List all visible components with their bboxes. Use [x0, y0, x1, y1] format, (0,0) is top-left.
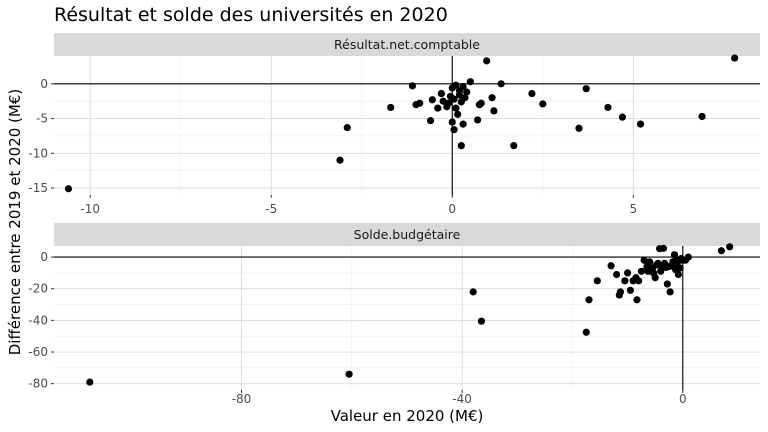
y-tick-label: 0 [40, 77, 48, 91]
data-point [636, 120, 645, 128]
data-point [618, 113, 627, 121]
x-tick-label: -40 [452, 392, 472, 406]
y-axis-title: Différence entre 2019 et 2020 (M€) [6, 89, 24, 356]
x-tick-label: 0 [448, 202, 456, 216]
facet-strip [54, 33, 760, 56]
data-point [343, 123, 351, 132]
data-point [731, 54, 739, 62]
data-point [466, 78, 474, 86]
x-tick-label: -80 [232, 392, 252, 406]
data-point [452, 104, 460, 112]
data-point [463, 88, 471, 96]
chart-panels: Résultat.net.comptable-10 -5 0 5-15-10-50So… [28, 33, 760, 406]
data-point [528, 89, 536, 98]
y-tick-label: -15 [28, 181, 48, 195]
data-point [624, 269, 632, 277]
x-tick-label: -5 [265, 202, 277, 216]
y-tick-label: -20 [28, 282, 48, 296]
data-point [459, 82, 467, 91]
data-point [64, 185, 73, 193]
data-point [488, 94, 496, 102]
data-point [459, 120, 467, 128]
data-point [426, 117, 435, 125]
x-tick-label: 5 [629, 202, 637, 216]
y-tick-label: -5 [36, 112, 48, 126]
data-point [633, 296, 641, 304]
data-point [612, 270, 621, 279]
data-point [626, 286, 634, 294]
data-point [539, 100, 547, 108]
data-point [490, 107, 498, 115]
facet-strip-label: Solde.budgétaire [354, 227, 461, 242]
data-point [621, 277, 629, 285]
facet-strip-label: Résultat.net.comptable [334, 37, 480, 52]
data-point [450, 126, 458, 134]
data-point [659, 244, 668, 252]
data-point [670, 251, 679, 259]
data-point [454, 110, 462, 118]
data-point [469, 288, 477, 296]
data-point [474, 116, 482, 124]
data-point [452, 81, 460, 89]
data-point [497, 80, 505, 88]
data-point [86, 378, 94, 386]
data-point [416, 99, 424, 107]
data-point [676, 264, 684, 272]
y-tick-label: -40 [28, 313, 48, 327]
data-point [726, 243, 734, 251]
data-point [640, 256, 648, 264]
data-point [428, 96, 436, 104]
panel-2: Solde.budgétaire -80 -40 0 -80 -60 -40 -20 0 [28, 223, 760, 406]
data-point [408, 82, 417, 90]
data-point [663, 280, 671, 288]
data-point [582, 85, 590, 93]
data-point [439, 97, 447, 105]
data-point [336, 156, 344, 164]
data-point [450, 95, 458, 103]
facet-strip [54, 223, 760, 246]
data-point [445, 99, 453, 107]
data-point [477, 99, 485, 107]
data-point [651, 274, 659, 282]
x-axis-title: Valeur en 2020 (M€) [331, 407, 484, 425]
data-point [674, 270, 682, 279]
x-tick-label: -10 [80, 202, 100, 216]
data-point [593, 277, 601, 285]
data-point [666, 288, 674, 296]
data-point [637, 267, 646, 275]
data-point [698, 112, 706, 121]
data-point [457, 142, 465, 150]
data-point [434, 104, 442, 112]
data-point [477, 317, 486, 325]
y-tick-label: -60 [28, 345, 48, 359]
y-tick-label: 0 [40, 250, 48, 264]
data-point [604, 103, 612, 112]
data-point [616, 288, 625, 296]
data-point [585, 296, 593, 304]
data-point [448, 118, 456, 126]
data-point [717, 247, 725, 255]
data-point [437, 89, 445, 98]
data-point [461, 94, 469, 102]
data-point [483, 57, 491, 65]
data-point [387, 103, 395, 112]
data-point [684, 253, 692, 261]
data-point [575, 124, 583, 132]
y-tick-label: -80 [28, 377, 48, 391]
chart-title: Résultat et solde des universités en 202… [54, 4, 448, 26]
data-point [455, 91, 464, 99]
data-point [646, 258, 654, 266]
data-point [635, 277, 643, 285]
data-point [345, 370, 353, 378]
data-point [510, 142, 518, 150]
data-point [582, 328, 590, 336]
y-tick-label: -10 [28, 146, 48, 160]
panel-1: Résultat.net.comptable -10 -5 0 5 -15 -10 -5 0 [28, 33, 760, 216]
data-point [607, 262, 615, 270]
x-tick-label: 0 [679, 392, 687, 406]
